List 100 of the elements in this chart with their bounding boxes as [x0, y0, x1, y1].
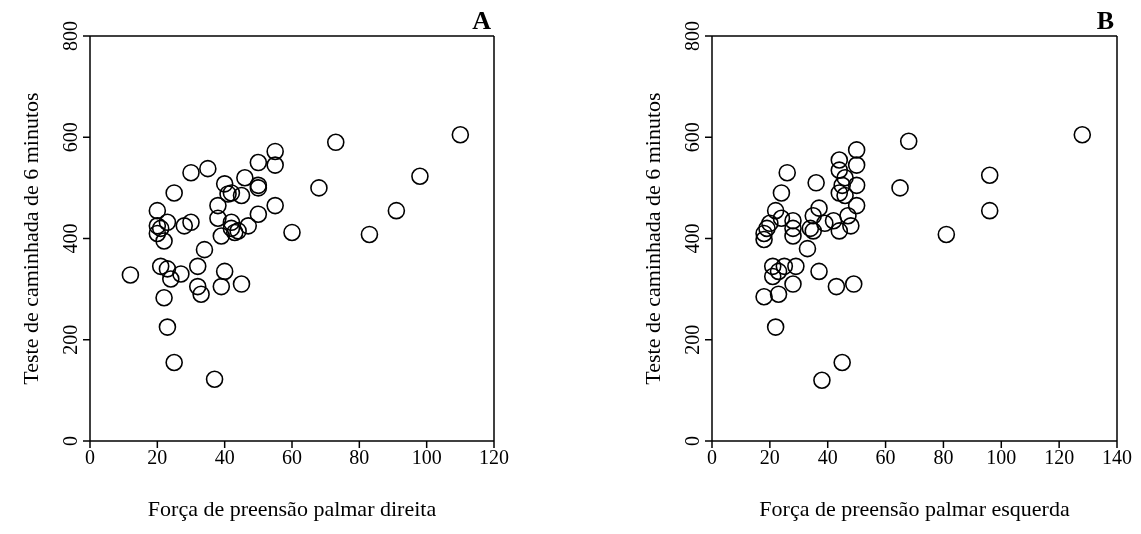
y-axis-title: Teste de caminhada de 6 minutos: [639, 92, 665, 385]
x-tick-label: 20: [147, 446, 168, 469]
point: [775, 257, 794, 276]
point: [182, 163, 200, 182]
point: [239, 217, 258, 235]
point: [824, 211, 843, 230]
point: [830, 184, 849, 202]
point: [763, 257, 782, 276]
x-tick-label: 40: [214, 446, 235, 469]
point: [310, 179, 328, 197]
point: [222, 184, 241, 202]
point: [804, 206, 823, 225]
point: [172, 265, 190, 283]
point: [192, 285, 210, 303]
point: [151, 257, 170, 276]
point: [778, 163, 797, 182]
point: [810, 199, 828, 217]
point: [830, 161, 849, 179]
x-tick-label: 140: [1102, 446, 1132, 469]
x-axis-title: Força de preensão palmar esquerda: [759, 496, 1070, 521]
point: [175, 217, 194, 235]
point: [411, 167, 429, 186]
point: [199, 159, 217, 178]
point: [158, 213, 177, 232]
point: [326, 133, 345, 152]
y-tick-label: 600: [681, 122, 703, 153]
y-tick-label: 400: [59, 223, 81, 254]
point: [148, 201, 167, 220]
point: [807, 174, 825, 192]
point: [162, 270, 180, 288]
point: [249, 153, 268, 172]
point: [839, 206, 857, 225]
chart-title: A: [472, 6, 491, 35]
x-tick-label: 120: [479, 446, 509, 469]
point: [232, 275, 251, 293]
point: [182, 213, 200, 232]
point: [827, 277, 846, 296]
point: [165, 184, 183, 202]
point: [188, 257, 207, 276]
x-axis-title: Força de preensão palmar direita: [147, 496, 437, 521]
point: [236, 168, 254, 187]
point: [847, 141, 866, 159]
point: [810, 262, 828, 281]
point: [798, 239, 817, 258]
point: [847, 176, 866, 195]
point: [222, 213, 241, 232]
point: [847, 196, 866, 215]
point: [844, 275, 863, 293]
point: [772, 209, 791, 228]
point: [215, 175, 234, 193]
point: [121, 266, 140, 284]
x-tick-label: 100: [411, 446, 442, 469]
point: [813, 371, 831, 390]
point: [755, 230, 773, 249]
point: [158, 318, 177, 336]
point: [225, 223, 244, 242]
point: [215, 262, 234, 281]
x-tick-label: 40: [817, 446, 838, 469]
x-tick-label: 0: [707, 446, 717, 469]
point: [833, 176, 851, 195]
point: [205, 370, 224, 389]
point: [761, 214, 779, 233]
point: [212, 227, 231, 245]
point: [784, 211, 802, 230]
point: [836, 186, 854, 205]
point: [195, 240, 214, 259]
point: [266, 196, 284, 215]
point: [830, 222, 849, 240]
x-tick-label: 80: [933, 446, 954, 469]
point: [158, 260, 177, 278]
point: [758, 219, 776, 238]
point: [772, 184, 791, 202]
point: [222, 219, 241, 238]
point: [784, 227, 802, 245]
x-tick-label: 0: [85, 446, 95, 469]
point: [769, 285, 788, 303]
point: [891, 179, 909, 197]
point: [766, 201, 785, 220]
point: [219, 185, 237, 203]
point: [212, 277, 231, 296]
point: [232, 186, 251, 205]
y-tick-label: 200: [59, 324, 81, 355]
point: [784, 275, 802, 293]
point: [787, 257, 805, 276]
point: [847, 156, 866, 174]
y-tick-label: 0: [681, 436, 703, 446]
point: [188, 277, 207, 296]
point: [451, 125, 470, 144]
point: [937, 225, 956, 244]
point: [249, 205, 268, 223]
point: [763, 267, 782, 286]
point: [769, 262, 788, 281]
point: [980, 201, 999, 220]
point: [842, 217, 860, 235]
point: [165, 353, 183, 372]
x-tick-label: 20: [759, 446, 780, 469]
y-tick-label: 600: [59, 122, 81, 153]
y-tick-label: 800: [681, 21, 703, 51]
point: [836, 168, 854, 187]
point: [833, 353, 851, 372]
